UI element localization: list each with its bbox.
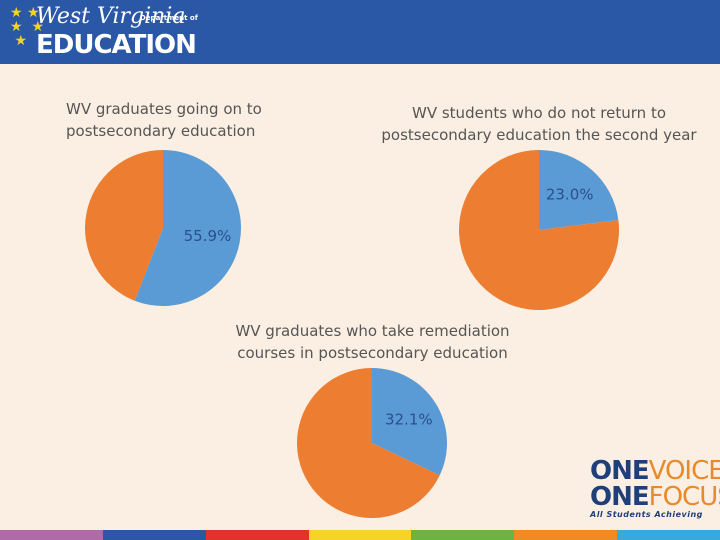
stripe bbox=[514, 530, 618, 540]
chart-title: WV students who do not return to postsec… bbox=[381, 104, 697, 144]
logo-stars: ★ ★ ★ ★ ★ bbox=[10, 5, 45, 49]
footer-one: ONE bbox=[590, 482, 650, 512]
chart-title: WV graduates who take remediation course… bbox=[235, 322, 510, 362]
data-label: 23.0% bbox=[546, 186, 594, 204]
pie-slice bbox=[539, 150, 619, 230]
data-label: 55.9% bbox=[184, 227, 232, 245]
footer-focus: FOCUS bbox=[648, 482, 720, 512]
logo-main: EDUCATION bbox=[36, 30, 197, 60]
logo-script: West Virginia bbox=[36, 4, 186, 29]
footer-line: ONEVOICE bbox=[590, 458, 720, 484]
footer-voice: VOICE bbox=[648, 456, 720, 486]
footer-tagline: All Students Achieving bbox=[590, 510, 703, 519]
pie-slice bbox=[372, 368, 447, 476]
stripe bbox=[308, 530, 412, 540]
bottom-stripe bbox=[0, 530, 720, 540]
footer-line: ONEFOCUS bbox=[590, 484, 720, 510]
logo-dept: Department of bbox=[140, 14, 198, 22]
header-band bbox=[0, 0, 720, 64]
stripe bbox=[205, 530, 309, 540]
stripe bbox=[617, 530, 720, 540]
pie-slice bbox=[85, 150, 163, 301]
pie-slice bbox=[134, 150, 242, 306]
stripe bbox=[0, 530, 103, 540]
pie-slice bbox=[296, 368, 440, 518]
data-label: 32.1% bbox=[385, 410, 433, 428]
stripe bbox=[102, 530, 206, 540]
footer-logo: ONEVOICE ONEFOCUS All Students Achieving bbox=[590, 458, 720, 520]
chart-title: WV graduates going on to postsecondary e… bbox=[66, 100, 262, 140]
stripe bbox=[411, 530, 515, 540]
pie-slice bbox=[459, 150, 620, 310]
footer-one: ONE bbox=[590, 456, 650, 486]
